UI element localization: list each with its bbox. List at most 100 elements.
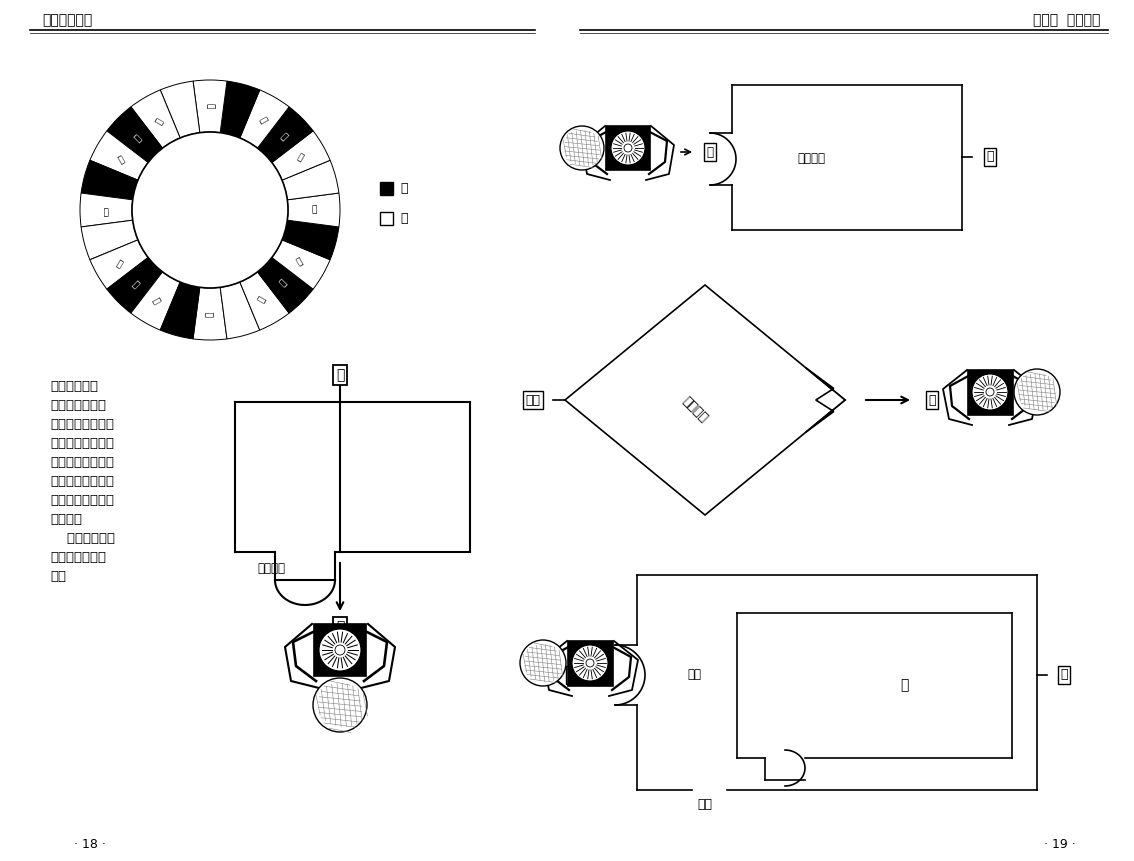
Text: 庚: 庚 bbox=[103, 206, 109, 214]
Text: 艮: 艮 bbox=[296, 152, 305, 164]
Text: 壬: 壬 bbox=[205, 103, 214, 108]
Text: 的经验是以门为: 的经验是以门为 bbox=[50, 399, 105, 412]
Text: 午: 午 bbox=[178, 307, 188, 314]
Text: 围: 围 bbox=[336, 368, 345, 382]
Circle shape bbox=[560, 126, 604, 170]
Text: 筑物名字的那一只: 筑物名字的那一只 bbox=[50, 494, 115, 507]
Circle shape bbox=[624, 144, 632, 152]
Wedge shape bbox=[287, 193, 340, 227]
Text: 如果有多只门的，: 如果有多只门的， bbox=[50, 456, 115, 469]
Text: 卯: 卯 bbox=[1060, 668, 1068, 682]
Text: 大厦入口: 大厦入口 bbox=[257, 562, 285, 575]
Circle shape bbox=[972, 374, 1008, 410]
Circle shape bbox=[313, 678, 367, 732]
Text: 就以写有门牌或建: 就以写有门牌或建 bbox=[50, 475, 115, 488]
Bar bbox=[606, 126, 650, 170]
Bar bbox=[380, 212, 393, 225]
Text: 向。就是在建筑物: 向。就是在建筑物 bbox=[50, 418, 115, 431]
Text: 寅: 寅 bbox=[306, 178, 314, 188]
Text: 大屢: 大屢 bbox=[697, 797, 712, 810]
Text: 大厦入口: 大厦入口 bbox=[797, 152, 826, 165]
Wedge shape bbox=[272, 240, 330, 289]
Text: 申: 申 bbox=[105, 232, 113, 242]
Text: 图卜: 图卜 bbox=[525, 393, 541, 406]
Text: 卯: 卯 bbox=[306, 232, 314, 242]
Circle shape bbox=[335, 645, 345, 655]
Text: 阳: 阳 bbox=[400, 213, 407, 226]
Wedge shape bbox=[90, 240, 149, 289]
Wedge shape bbox=[107, 257, 162, 313]
Bar bbox=[380, 182, 393, 195]
Polygon shape bbox=[565, 285, 845, 515]
Text: 巽: 巽 bbox=[256, 295, 268, 305]
Text: 丁: 丁 bbox=[153, 295, 163, 305]
Text: 囟: 囟 bbox=[336, 620, 345, 634]
Text: 庚: 庚 bbox=[706, 146, 713, 158]
Text: 第一章  基础知识: 第一章 基础知识 bbox=[1033, 13, 1100, 27]
Wedge shape bbox=[220, 282, 260, 339]
Text: 大厦入口: 大厦入口 bbox=[679, 395, 710, 425]
Text: 乾: 乾 bbox=[153, 115, 163, 125]
Text: 屋: 屋 bbox=[899, 678, 908, 692]
Text: 度。: 度。 bbox=[50, 570, 66, 583]
Wedge shape bbox=[81, 193, 133, 227]
Wedge shape bbox=[282, 160, 339, 200]
Text: 画: 画 bbox=[568, 668, 576, 682]
Text: 乙: 乙 bbox=[296, 257, 305, 267]
Wedge shape bbox=[257, 107, 313, 163]
Text: 玄空飞星风水: 玄空飞星风水 bbox=[42, 13, 92, 27]
Circle shape bbox=[1014, 369, 1060, 415]
Text: 坤: 坤 bbox=[116, 257, 125, 267]
Wedge shape bbox=[160, 81, 200, 138]
Text: 的大门外度坐向，: 的大门外度坐向， bbox=[50, 437, 115, 450]
Text: 酉: 酉 bbox=[105, 178, 113, 188]
Wedge shape bbox=[193, 288, 227, 340]
Wedge shape bbox=[130, 272, 180, 330]
Polygon shape bbox=[806, 368, 845, 432]
Text: 正门，用罗盘量: 正门，用罗盘量 bbox=[50, 551, 105, 564]
Wedge shape bbox=[82, 160, 138, 200]
Text: 辰: 辰 bbox=[279, 278, 289, 288]
Circle shape bbox=[132, 132, 288, 288]
Text: · 18 ·: · 18 · bbox=[74, 839, 105, 852]
Bar bbox=[968, 370, 1013, 415]
Wedge shape bbox=[272, 131, 330, 180]
Text: · 19 ·: · 19 · bbox=[1044, 839, 1076, 852]
Text: 入口: 入口 bbox=[687, 668, 701, 682]
Text: 甲: 甲 bbox=[312, 206, 316, 214]
Text: 戌: 戌 bbox=[132, 132, 142, 141]
Text: 门为向。: 门为向。 bbox=[50, 513, 82, 526]
Text: 甲: 甲 bbox=[987, 151, 993, 164]
Wedge shape bbox=[240, 272, 289, 330]
Wedge shape bbox=[193, 80, 227, 133]
Text: 先取坐向。我: 先取坐向。我 bbox=[50, 380, 98, 393]
Circle shape bbox=[521, 640, 566, 686]
Wedge shape bbox=[82, 220, 138, 260]
Text: 回: 回 bbox=[929, 393, 936, 406]
Wedge shape bbox=[107, 107, 162, 163]
Text: 阴: 阴 bbox=[400, 182, 407, 195]
Text: 癸: 癸 bbox=[256, 115, 268, 125]
Wedge shape bbox=[282, 220, 339, 260]
Circle shape bbox=[985, 388, 995, 396]
Bar bbox=[314, 624, 366, 676]
Text: 辛: 辛 bbox=[116, 152, 125, 164]
Text: 亥: 亥 bbox=[178, 106, 188, 114]
Text: 子: 子 bbox=[231, 106, 242, 114]
Wedge shape bbox=[90, 131, 149, 180]
Wedge shape bbox=[257, 257, 313, 313]
Bar bbox=[568, 641, 613, 686]
Circle shape bbox=[572, 645, 608, 681]
Text: 丑: 丑 bbox=[279, 132, 289, 141]
Circle shape bbox=[586, 659, 594, 667]
Circle shape bbox=[611, 131, 645, 165]
Text: 未: 未 bbox=[132, 278, 142, 288]
Circle shape bbox=[319, 629, 361, 671]
Wedge shape bbox=[220, 81, 260, 138]
Text: 巳: 巳 bbox=[231, 307, 242, 314]
Wedge shape bbox=[160, 282, 200, 339]
Text: 面对建筑物的: 面对建筑物的 bbox=[50, 532, 115, 545]
Wedge shape bbox=[130, 90, 180, 148]
Wedge shape bbox=[240, 90, 289, 148]
Text: 丙: 丙 bbox=[205, 312, 214, 317]
